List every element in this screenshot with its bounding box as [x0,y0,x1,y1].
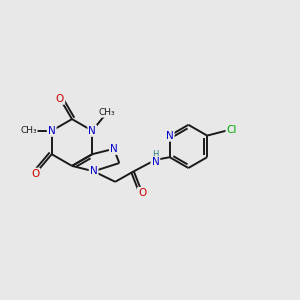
Text: O: O [31,169,39,179]
Text: N: N [152,157,159,167]
Text: CH₃: CH₃ [20,126,37,135]
Text: O: O [138,188,146,198]
Text: N: N [110,144,118,154]
Text: N: N [90,166,98,176]
Text: CH₃: CH₃ [99,108,116,117]
Text: N: N [166,130,174,141]
Text: N: N [88,126,96,136]
Text: O: O [56,94,64,104]
Text: N: N [48,126,56,136]
Text: H: H [152,150,159,159]
Text: Cl: Cl [226,125,237,135]
